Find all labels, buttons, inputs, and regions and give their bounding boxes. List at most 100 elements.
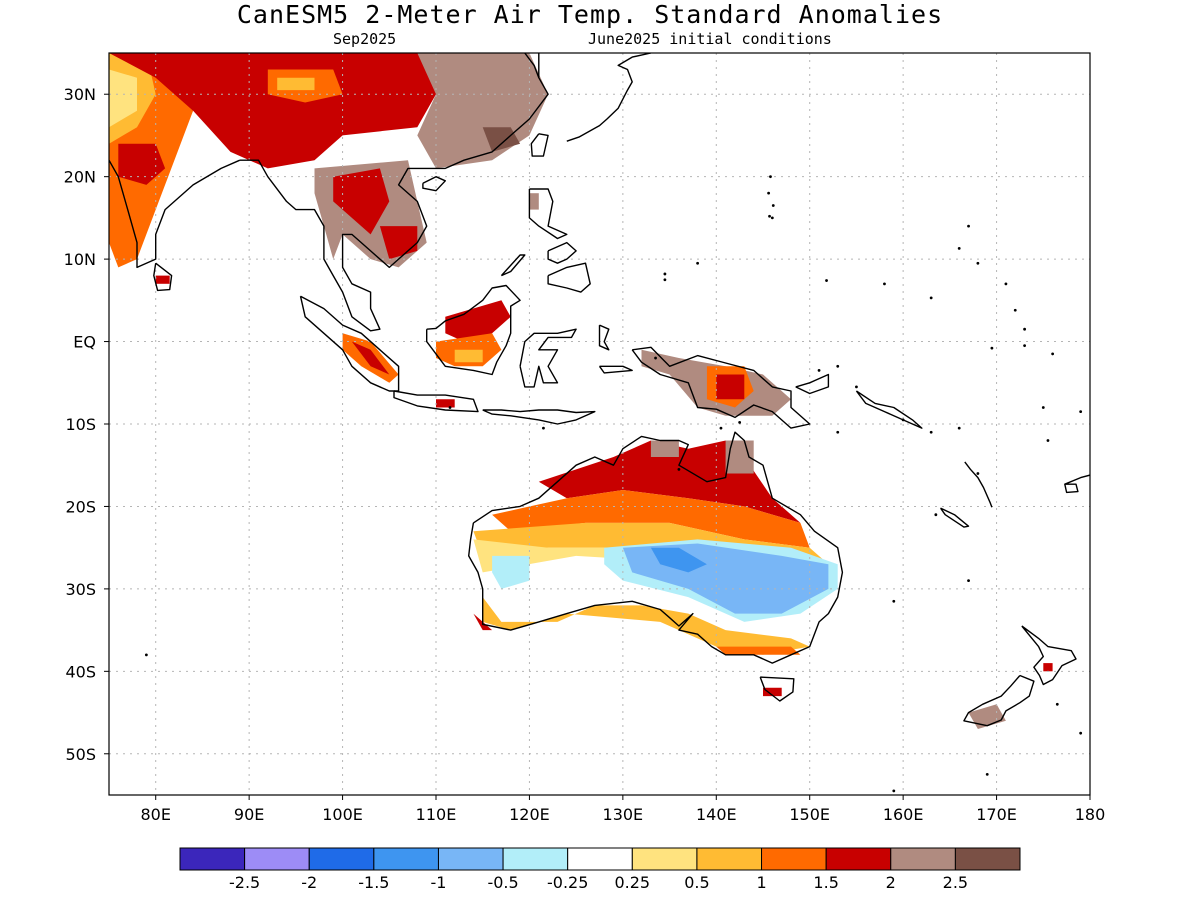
coastline-luzon	[528, 188, 568, 240]
coastline-new-guinea	[631, 346, 811, 429]
lon-tick-label: 140E	[696, 805, 737, 824]
chart-title: CanESM5 2-Meter Air Temp. Standard Anoma…	[236, 0, 944, 29]
island-dot	[1051, 352, 1055, 356]
island-dot	[929, 296, 933, 300]
island-dot	[967, 224, 970, 228]
colorbar-label: -0.5	[487, 873, 518, 892]
colorbar-label: -0.25	[547, 873, 588, 892]
lon-tick-label: 110E	[416, 805, 457, 824]
colorbar-label: 0.25	[614, 873, 650, 892]
coastline-japan-ryukyu	[566, 53, 652, 142]
anomaly-region-tasmania-red	[763, 687, 782, 697]
coastline-taiwan	[530, 133, 549, 157]
anomaly-region-aus-south-yellow	[482, 597, 810, 655]
island-dot	[770, 216, 774, 220]
colorbar-swatch	[179, 847, 246, 871]
island-dot	[836, 430, 840, 434]
colorbar-swatch	[761, 847, 827, 871]
lon-tick-label: 170E	[976, 805, 1017, 824]
coastline-solomons	[855, 390, 923, 429]
colorbar-label: -1.5	[358, 873, 389, 892]
anomaly-region-india-center-red	[118, 143, 166, 185]
anomaly-region-aus-interior-deep-blue	[650, 547, 707, 573]
island-dot	[1041, 406, 1045, 409]
island-dot	[855, 385, 858, 389]
island-dot	[836, 364, 840, 368]
island-dot	[976, 472, 980, 475]
anomaly-region-china-southeast-dark	[482, 127, 521, 152]
colorbar-label: 1.5	[813, 873, 838, 892]
colorbar-label: 2.5	[943, 873, 968, 892]
island-dot	[663, 278, 667, 282]
coastline-lesser-sunda	[482, 409, 596, 425]
coastline-halmahera	[598, 324, 610, 351]
anomaly-region-china-east-brown	[417, 53, 549, 169]
anomaly-region-aus-north-brown	[650, 440, 679, 457]
island-dot	[144, 653, 148, 657]
island-dot	[719, 426, 723, 430]
colorbar: -2.5 -2 -1.5 -1 -0.5 -0.25 0.25 0.5 1 1.5 2 2.5	[179, 847, 1021, 892]
island-dot	[817, 369, 821, 372]
island-dot	[738, 420, 742, 424]
lon-tick-label: 80E	[140, 805, 170, 824]
island-dot	[825, 279, 828, 282]
island-dot	[1023, 344, 1026, 348]
colorbar-swatch	[954, 847, 1021, 871]
island-dot	[1023, 327, 1026, 331]
island-dot	[663, 272, 667, 276]
lon-tick-label: 100E	[322, 805, 363, 824]
island-dot	[1079, 410, 1083, 414]
lat-tick-label: 20N	[64, 168, 96, 187]
colorbar-swatch	[696, 847, 763, 871]
anomaly-region-philippines-brown	[529, 193, 539, 210]
colorbar-label: -1	[430, 873, 446, 892]
lon-tick-label: 160E	[883, 805, 924, 824]
island-dot	[696, 261, 699, 265]
anomaly-region-java-red	[436, 399, 455, 408]
lat-tick-label: 10S	[65, 415, 96, 434]
anomaly-region-sri-lanka-red	[155, 275, 170, 284]
coastline-nz-north	[1021, 625, 1077, 686]
island-dot	[769, 175, 772, 179]
lon-tick-label: 180	[1075, 805, 1106, 824]
coastline-sulawesi	[519, 328, 577, 388]
lat-tick-label: EQ	[73, 333, 96, 352]
colorbar-swatch	[244, 847, 310, 871]
island-dot	[934, 513, 938, 517]
coastline-bay-bengal-burma	[239, 53, 549, 332]
colorbar-swatch	[308, 847, 375, 871]
colorbar-swatch	[437, 847, 504, 871]
lon-tick-label: 120E	[509, 805, 550, 824]
anomaly-shading	[109, 53, 1053, 729]
island-dot	[448, 406, 452, 409]
colorbar-swatch	[631, 847, 698, 871]
island-dot	[1013, 308, 1017, 312]
island-dot	[771, 204, 775, 207]
island-dot	[1055, 702, 1059, 706]
colorbar-label: 2	[886, 873, 896, 892]
island-dot	[1079, 731, 1083, 735]
island-dot	[929, 430, 933, 434]
longitude-axis: 80E 90E 100E 110E 120E 130E 140E 150E 160E 170E 18…	[140, 795, 1105, 824]
coastline-hainan	[422, 175, 446, 192]
coastline-china-north-coast	[524, 53, 540, 78]
lon-tick-label: 150E	[789, 805, 830, 824]
anomaly-region-india-northwest-light	[109, 69, 137, 128]
coastline-australia	[468, 431, 844, 664]
colorbar-swatch	[890, 847, 956, 871]
coastline-visayas	[547, 241, 577, 264]
lat-tick-label: 40S	[65, 662, 96, 681]
island-dot	[542, 426, 545, 430]
island-dot	[677, 467, 681, 471]
colorbar-label: -2.5	[229, 873, 260, 892]
anomaly-region-borneo-yellow	[454, 349, 483, 363]
island-dot	[768, 214, 771, 218]
island-dot	[1004, 282, 1008, 286]
colorbar-swatch	[825, 847, 892, 871]
graticule	[109, 53, 1090, 795]
lat-tick-label: 10N	[64, 250, 96, 269]
island-dot	[883, 282, 886, 286]
island-dot	[976, 261, 980, 265]
initial-conditions: June2025 initial conditions	[588, 30, 832, 48]
lat-tick-label: 30N	[64, 85, 96, 104]
